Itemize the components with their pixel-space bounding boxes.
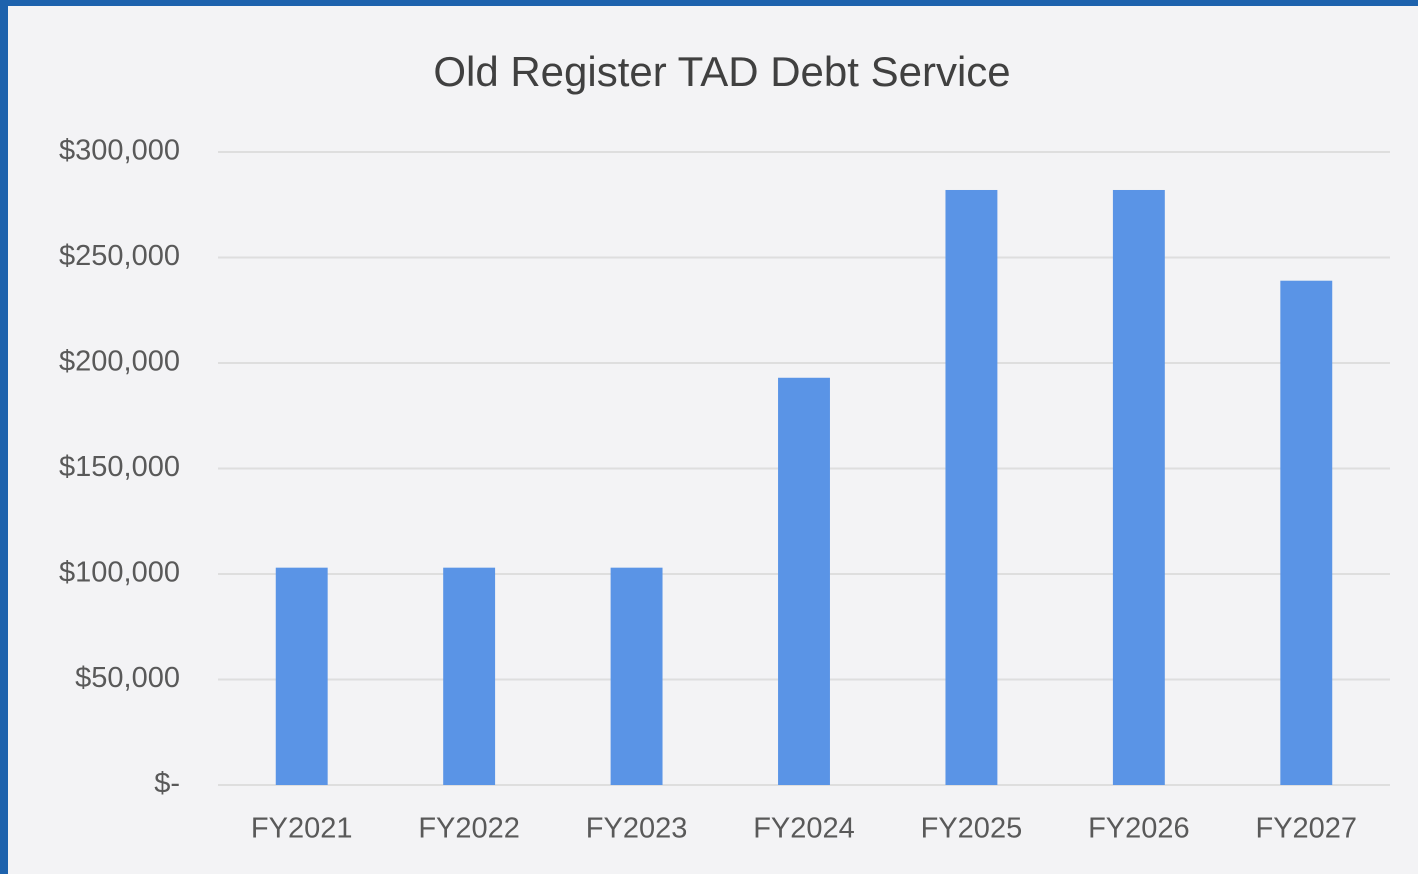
bar (275, 567, 328, 785)
y-tick-label: $150,000 (59, 451, 180, 483)
x-tick-label: FY2024 (753, 813, 855, 845)
y-tick-label: $100,000 (59, 557, 180, 589)
x-tick-label: FY2026 (1088, 813, 1190, 845)
chart-background (8, 6, 1418, 874)
y-tick-label: $300,000 (59, 135, 180, 167)
bar (1280, 280, 1333, 785)
y-tick-label: $50,000 (75, 662, 180, 694)
y-tick-label: $250,000 (59, 240, 180, 272)
bar (1112, 189, 1165, 786)
x-tick-label: FY2022 (418, 813, 520, 845)
x-tick-label: FY2023 (586, 813, 688, 845)
bar (443, 567, 496, 785)
y-tick-label: $200,000 (59, 346, 180, 378)
bar (610, 567, 663, 785)
chart-title: Old Register TAD Debt Service (433, 48, 1010, 95)
x-tick-label: FY2025 (921, 813, 1023, 845)
bar (778, 377, 830, 785)
y-tick-label: $- (154, 768, 180, 800)
x-tick-label: FY2027 (1255, 813, 1357, 845)
x-tick-label: FY2021 (251, 813, 353, 845)
bar (945, 189, 998, 786)
